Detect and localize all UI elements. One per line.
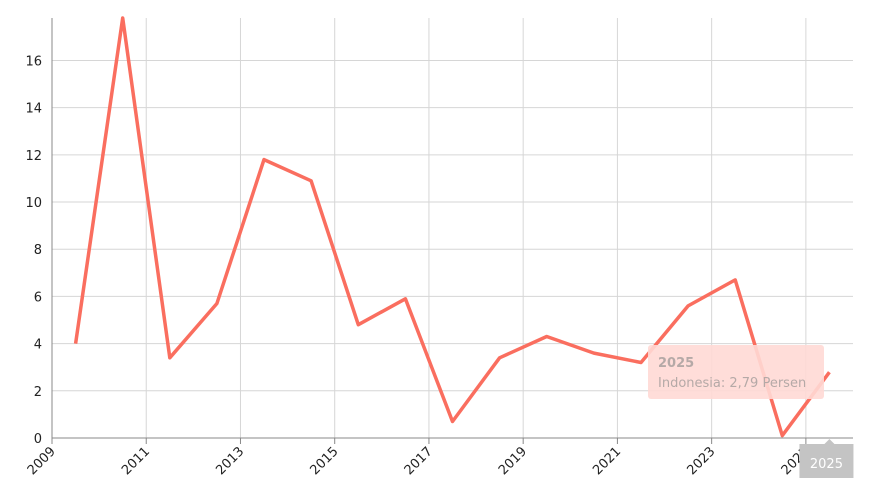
y-tick-label: 4 xyxy=(34,338,42,353)
y-tick-label: 12 xyxy=(25,149,42,164)
y-tick-label: 8 xyxy=(34,243,42,258)
x-tick-label: 2009 xyxy=(25,444,59,478)
x-tick-label: 2023 xyxy=(684,444,718,478)
x-tick-label: 2021 xyxy=(590,444,624,478)
x-tick-label: 2017 xyxy=(402,444,436,478)
tooltip-text: Indonesia: 2,79 Persen xyxy=(658,376,806,391)
x-tick-label: 2011 xyxy=(119,444,153,478)
x-tick-label: 2015 xyxy=(308,444,342,478)
hover-label: 2025 xyxy=(810,457,843,472)
tooltip-box xyxy=(648,345,824,399)
tooltip-title: 2025 xyxy=(658,356,694,371)
y-tick-label: 10 xyxy=(25,196,42,211)
y-tick-label: 6 xyxy=(34,290,42,305)
y-tick-label: 2 xyxy=(34,385,42,400)
data-line xyxy=(73,16,831,438)
x-tick-label: 2013 xyxy=(213,444,247,478)
x-tick-label: 2019 xyxy=(496,444,530,478)
hover-label-arrow xyxy=(824,439,835,444)
y-tick-label: 0 xyxy=(34,432,42,447)
hover-label-box xyxy=(799,444,854,478)
y-tick-label: 16 xyxy=(25,54,42,69)
tooltip: 2025 Indonesia: 2,79 Persen xyxy=(648,345,824,399)
y-tick-label: 14 xyxy=(25,102,42,117)
